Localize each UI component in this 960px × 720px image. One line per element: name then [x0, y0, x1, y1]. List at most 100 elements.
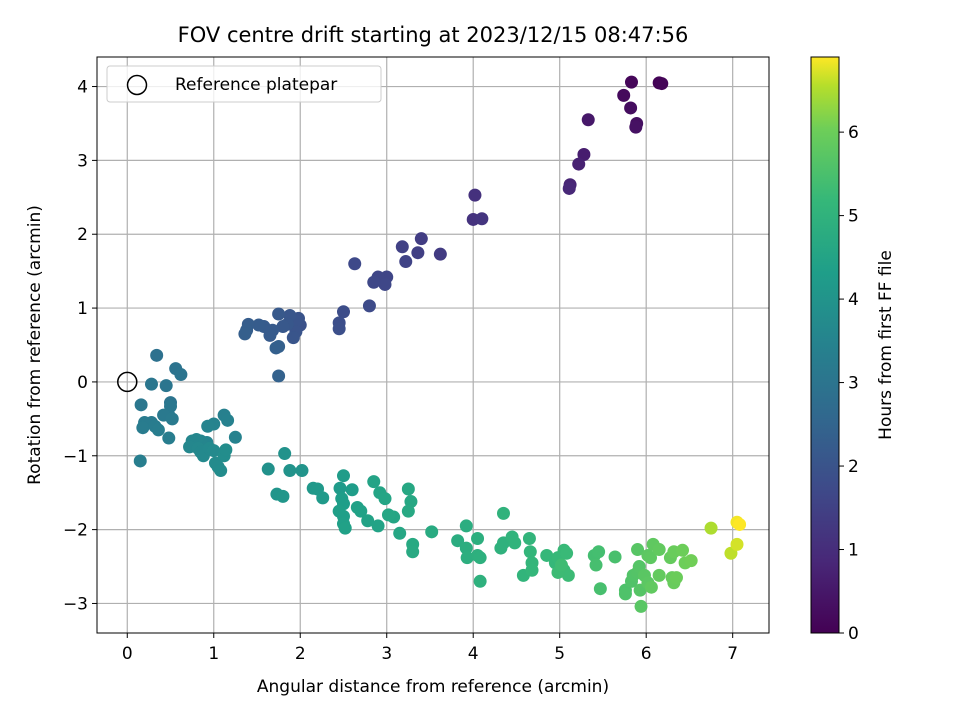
data-point: [345, 483, 359, 497]
data-point: [272, 307, 286, 321]
y-axis-ticks: −3 −2 −1 0 1 2 3 4: [63, 78, 97, 614]
data-point: [581, 113, 595, 127]
data-point: [348, 257, 362, 271]
legend: Reference platepar: [106, 65, 382, 103]
data-point: [332, 322, 346, 336]
data-point: [362, 299, 376, 313]
data-point: [399, 255, 413, 269]
colorbar-tick-label: 1: [848, 541, 859, 561]
data-point: [336, 305, 350, 319]
data-point: [207, 444, 221, 458]
colorbar-label: Hours from first FF file: [876, 250, 896, 440]
data-point: [221, 413, 235, 427]
data-point: [336, 469, 350, 483]
data-point: [144, 377, 158, 391]
data-point: [577, 147, 591, 161]
data-point: [475, 212, 489, 226]
data-point: [589, 558, 603, 572]
y-axis-label: Rotation from reference (arcmin): [25, 205, 45, 485]
data-point: [629, 120, 643, 134]
y-tick-label: 2: [77, 225, 88, 245]
y-tick-label: 4: [77, 78, 88, 98]
data-point: [401, 482, 415, 496]
data-point: [644, 551, 658, 565]
data-point: [593, 582, 607, 596]
data-point: [523, 545, 537, 559]
x-tick-label: 2: [295, 644, 306, 664]
data-point: [378, 492, 392, 506]
data-point: [730, 537, 744, 551]
plot-frame: [96, 56, 770, 634]
data-point: [508, 536, 522, 550]
x-tick-label: 1: [208, 644, 219, 664]
data-point: [669, 571, 683, 585]
colorbar-tick-label: 2: [848, 457, 859, 477]
data-point: [617, 88, 631, 102]
data-point: [278, 447, 292, 461]
data-point: [276, 489, 290, 503]
data-point: [378, 277, 392, 291]
colorbar-ticks: 0 1 2 3 4 5 6: [839, 123, 859, 644]
legend-marker-icon: [126, 74, 148, 96]
data-point: [367, 275, 381, 289]
legend-entry-reference-platepar: Reference platepar: [175, 75, 337, 95]
data-point: [468, 188, 482, 202]
data-point: [134, 398, 148, 412]
data-point: [554, 558, 568, 572]
data-point: [425, 525, 439, 539]
x-tick-label: 4: [468, 644, 479, 664]
data-point: [471, 531, 485, 545]
y-tick-label: 1: [77, 299, 88, 319]
data-point: [295, 464, 309, 478]
colorbar-tick-label: 5: [848, 207, 859, 227]
data-point: [676, 543, 690, 557]
x-tick-label: 5: [554, 644, 565, 664]
data-point: [618, 587, 632, 601]
y-tick-label: 0: [77, 373, 88, 393]
data-point: [592, 545, 606, 559]
data-point: [316, 491, 330, 505]
data-point: [228, 430, 242, 444]
data-point: [496, 506, 510, 520]
data-point: [338, 521, 352, 535]
data-point: [572, 157, 586, 171]
data-point: [561, 568, 575, 582]
data-point: [272, 369, 286, 383]
data-point: [238, 327, 252, 341]
x-tick-label: 3: [381, 644, 392, 664]
data-point: [644, 580, 658, 594]
data-point: [276, 320, 290, 334]
data-point: [367, 475, 381, 489]
data-point: [433, 247, 447, 261]
x-tick-label: 6: [641, 644, 652, 664]
y-tick-label: −2: [63, 521, 88, 541]
data-point: [631, 543, 645, 557]
x-tick-label: 0: [122, 644, 133, 664]
data-point: [540, 548, 554, 562]
data-point: [411, 246, 425, 260]
x-axis-ticks: 0 1 2 3 4 5 6 7: [122, 633, 738, 664]
data-point: [473, 551, 487, 565]
data-point: [333, 481, 347, 495]
data-point: [201, 419, 215, 433]
legend-box: [106, 65, 382, 103]
data-point: [560, 546, 574, 560]
data-point: [159, 379, 173, 393]
data-points: [133, 75, 747, 613]
data-point: [460, 551, 474, 565]
data-point: [269, 341, 283, 355]
data-point: [371, 519, 385, 533]
data-point: [174, 368, 188, 382]
colorbar-tick-label: 6: [848, 123, 859, 143]
data-point: [133, 454, 147, 468]
data-point: [150, 348, 164, 362]
data-point: [252, 318, 266, 332]
data-point: [162, 431, 176, 445]
data-point: [406, 545, 420, 559]
data-point: [354, 504, 368, 518]
data-point: [451, 534, 465, 548]
data-point: [652, 568, 666, 582]
data-point: [261, 462, 275, 476]
data-point: [522, 531, 536, 545]
